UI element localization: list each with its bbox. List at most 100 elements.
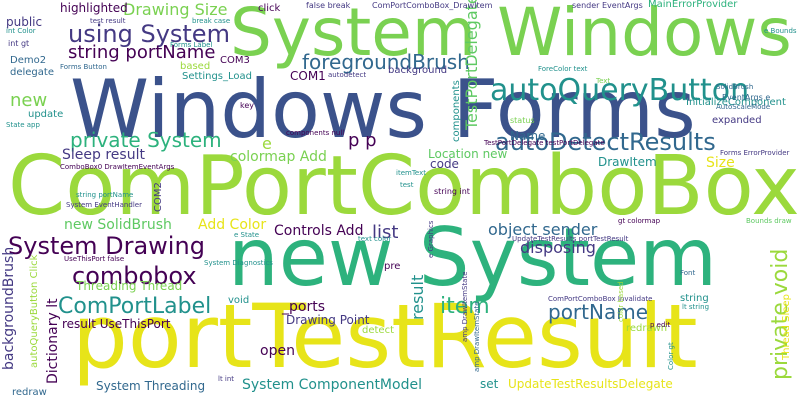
cloud-word: text color: [358, 235, 392, 243]
cloud-word: lt string: [682, 303, 710, 311]
cloud-word: autoDetectResults: [495, 128, 716, 156]
cloud-word: open: [260, 343, 295, 359]
cloud-word: set: [480, 377, 499, 391]
cloud-word: background: [388, 65, 448, 76]
cloud-word: autoQueryButton Click: [29, 254, 40, 368]
cloud-word: e Graphics: [427, 220, 435, 258]
cloud-word: Forms ErrorProvider: [720, 149, 790, 157]
cloud-word: redrawn: [626, 323, 668, 334]
cloud-word: result UseThisPort: [62, 317, 171, 331]
cloud-word: test result: [90, 17, 126, 25]
cloud-word: expanded: [712, 115, 762, 126]
cloud-word: colormap Add: [230, 149, 327, 165]
cloud-word: SolidBrush: [716, 83, 754, 91]
cloud-word: void: [228, 295, 250, 306]
cloud-word: new SolidBrush: [64, 217, 172, 233]
cloud-word: foregroundBrush: [302, 50, 470, 74]
cloud-word: Windows Forms: [70, 63, 696, 156]
cloud-word: System ComponentModel: [242, 377, 422, 393]
cloud-word: components: [451, 80, 462, 142]
cloud-word: UseThisPort false: [64, 255, 125, 263]
cloud-word: string int: [434, 187, 470, 196]
cloud-word: object sender: [488, 220, 598, 239]
cloud-word: sender EventArgs: [572, 1, 643, 10]
cloud-word: AutoScaleMode: [716, 103, 771, 111]
cloud-word: click: [258, 3, 281, 14]
cloud-word: status: [510, 116, 535, 125]
cloud-word: string portName: [76, 191, 134, 199]
cloud-word: string: [680, 293, 709, 304]
cloud-word: Controls Add: [274, 223, 364, 239]
cloud-word: MainErrorProvider: [648, 0, 738, 10]
cloud-word: item: [440, 294, 490, 319]
cloud-word: Threading Thread: [76, 279, 183, 293]
cloud-word: Color gt: [667, 342, 675, 370]
cloud-word: System Drawing: [8, 232, 205, 260]
cloud-word: Thread Sleep: [781, 294, 792, 360]
cloud-word: portTestResult: [72, 285, 698, 388]
cloud-word: components null: [286, 129, 345, 137]
cloud-word: Drawing Point: [286, 313, 370, 327]
cloud-word: System EventHandler: [66, 201, 142, 209]
cloud-word: System Threading: [96, 379, 206, 393]
cloud-word: based: [180, 61, 211, 72]
cloud-word: result: [408, 274, 427, 320]
cloud-word: Drawing Size: [123, 0, 228, 19]
cloud-word: ComPortLabel: [58, 294, 212, 319]
cloud-word: UpdateTestResultsDelegate: [508, 377, 673, 391]
cloud-word: lt int: [218, 375, 235, 383]
cloud-word: int gt: [8, 39, 30, 48]
cloud-word: int Color: [6, 27, 36, 35]
cloud-word: false break: [306, 1, 351, 10]
cloud-word: detect: [362, 325, 394, 336]
cloud-word: string portName: [68, 42, 216, 63]
cloud-word: p edit: [650, 321, 671, 329]
cloud-word: Forms Label: [170, 41, 213, 49]
cloud-word: Sleep result: [62, 147, 145, 163]
cloud-word: backgroundBrush: [1, 246, 17, 370]
cloud-word: Demo2: [10, 55, 47, 66]
cloud-word: TestPortDelegate testPortDelegate: [484, 139, 605, 147]
cloud-word: Size: [706, 155, 735, 171]
cloud-word: highlighted: [60, 1, 128, 15]
cloud-word: portName: [548, 300, 648, 324]
cloud-word: Location new: [428, 147, 508, 161]
cloud-word: Dictionary lt: [45, 298, 61, 384]
cloud-word: ComboBox0 DrawItemEventArgs: [60, 163, 175, 171]
cloud-word: Text: [596, 77, 611, 85]
cloud-word: Forms Button: [60, 63, 107, 71]
cloud-word: ComPortComboBox Invalidate: [548, 295, 653, 303]
cloud-word: Add Color: [198, 217, 267, 233]
cloud-word: combobox: [72, 262, 197, 290]
cloud-word: redraw: [12, 387, 47, 398]
cloud-word: DrawItem: [598, 155, 657, 169]
cloud-word: itemText: [396, 169, 426, 177]
cloud-word: System Windows: [230, 0, 792, 71]
cloud-word: autoQueryButton: [490, 73, 750, 108]
cloud-word: State app: [6, 121, 40, 129]
cloud-word: Font: [680, 269, 696, 277]
cloud-word: Bounds draw: [746, 217, 792, 225]
cloud-word: update: [28, 109, 64, 120]
cloud-word: test: [400, 181, 414, 189]
cloud-word: gt colormap: [618, 217, 661, 225]
cloud-word: Name: [510, 129, 546, 143]
cloud-word: autodetect: [328, 71, 367, 79]
cloud-word: ComPortComboBox_DrawItem: [372, 1, 493, 10]
cloud-word: amp DrawItemState: [461, 271, 469, 342]
cloud-word: key: [240, 101, 255, 110]
cloud-word: e State: [234, 231, 260, 239]
cloud-word: color based: [617, 281, 625, 322]
cloud-word: code: [430, 157, 459, 171]
cloud-word: break case: [192, 17, 231, 25]
cloud-word: e: [262, 134, 272, 153]
cloud-word: ComPortComboBox: [8, 139, 800, 234]
cloud-word: public: [6, 15, 43, 29]
cloud-word: new: [10, 90, 48, 111]
cloud-word: ForeColor text: [538, 65, 588, 73]
cloud-word: System Diagnostics: [204, 259, 273, 267]
cloud-word: delegate: [10, 67, 54, 78]
cloud-word: new System: [228, 211, 718, 304]
cloud-word: COM3: [220, 55, 250, 66]
